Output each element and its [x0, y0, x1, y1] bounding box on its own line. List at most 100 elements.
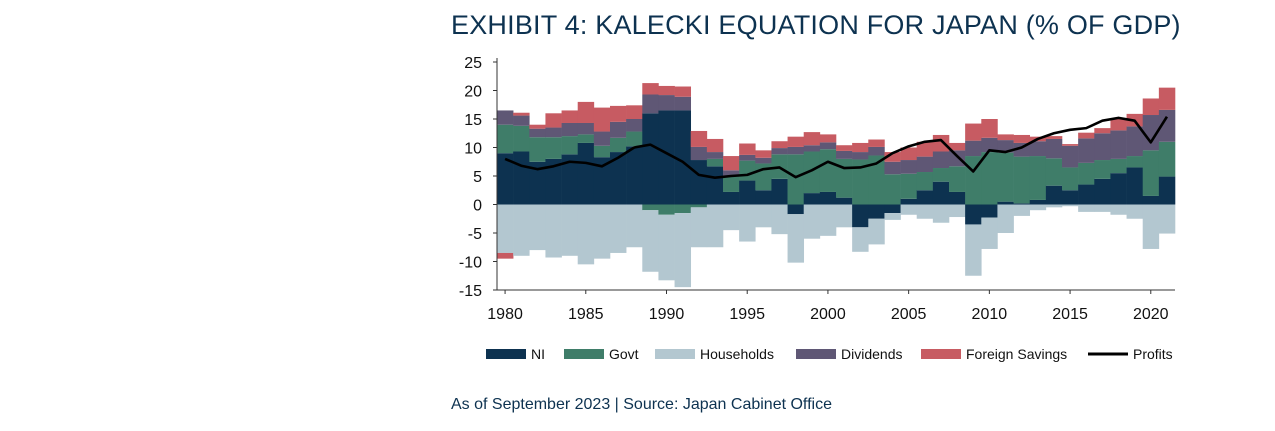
bar-dividends-2002	[852, 152, 869, 160]
bar-ni-2008	[949, 191, 966, 205]
x-tick-label: 1995	[729, 306, 765, 323]
bar-ni-2014	[1045, 185, 1063, 205]
bar-foreign-savings-1990	[658, 85, 675, 96]
bar-foreign-savings-2012	[1013, 134, 1031, 143]
bar-households-1999	[803, 204, 821, 239]
bar-govt-2014	[1045, 158, 1063, 186]
bar-foreign-savings-1984	[561, 110, 579, 123]
bar-foreign-savings-2021	[1158, 87, 1176, 110]
bar-dividends-1981	[513, 115, 530, 126]
bar-dividends-1985	[577, 122, 595, 135]
bar-households-2020	[1142, 204, 1160, 249]
bar-govt-2007	[932, 168, 950, 182]
bar-foreign-savings-2007	[932, 134, 950, 152]
bar-dividends-1984	[561, 122, 579, 137]
bar-ni-2003	[868, 204, 885, 219]
bar-govt-2010	[981, 152, 998, 205]
bar-foreign-savings-1998	[787, 136, 805, 147]
bar-foreign-savings-2000	[819, 134, 837, 143]
bar-foreign-savings-1994	[723, 156, 740, 171]
bar-dividends-1986	[593, 131, 611, 146]
bar-dividends-1990	[658, 95, 675, 111]
bar-govt-2011	[997, 152, 1014, 202]
bar-households-1984	[561, 204, 579, 256]
bar-ni-1990	[658, 110, 675, 205]
bar-foreign-savings-2004	[884, 152, 901, 162]
bar-households-2013	[1029, 204, 1047, 211]
bar-ni-1984	[561, 154, 579, 205]
bar-foreign-savings-2011	[997, 134, 1014, 141]
bar-foreign-savings-2001	[836, 145, 853, 151]
bar-ni-1981	[513, 151, 530, 205]
y-tick-label: 25	[464, 55, 482, 72]
bar-households-2015	[1062, 204, 1079, 207]
bar-dividends-1992	[690, 146, 708, 161]
bar-ni-1980	[497, 153, 514, 205]
bar-dividends-2021	[1158, 109, 1176, 142]
bar-households-2012	[1013, 204, 1031, 216]
bar-households-2019	[1126, 204, 1144, 219]
bar-foreign-savings-1982	[529, 124, 546, 129]
bar-ni-2000	[819, 191, 837, 205]
bar-dividends-2014	[1045, 138, 1063, 159]
bar-households-2014	[1045, 204, 1063, 208]
bar-foreign-savings-1987	[610, 105, 627, 122]
bar-households-1988	[626, 204, 643, 248]
bar-households-2002	[852, 227, 869, 252]
bar-dividends-1997	[771, 148, 788, 155]
bar-dividends-2016	[1078, 138, 1095, 163]
legend-label-govt: Govt	[609, 346, 639, 362]
bar-dividends-2001	[836, 150, 853, 159]
bar-foreign-savings-1999	[803, 132, 821, 146]
bar-dividends-1987	[610, 121, 627, 138]
bar-households-1996	[755, 204, 772, 228]
bar-dividends-2000	[819, 142, 837, 150]
legend-label-profits: Profits	[1133, 346, 1173, 362]
bar-foreign-savings-1980	[497, 252, 514, 259]
bar-govt-2006	[916, 172, 934, 191]
bar-govt-1983	[545, 137, 562, 159]
bar-ni-2005	[900, 198, 918, 205]
bar-foreign-savings-1991	[674, 86, 692, 97]
bar-households-2006	[916, 204, 934, 219]
bar-ni-2019	[1126, 167, 1144, 205]
bar-households-1994	[723, 204, 740, 231]
bar-ni-2001	[836, 197, 853, 205]
legend-label-ni: NI	[531, 346, 545, 362]
bar-ni-2010	[981, 204, 998, 218]
bar-foreign-savings-2005	[900, 147, 918, 161]
bar-govt-2019	[1126, 156, 1144, 168]
legend-swatch-ni	[486, 349, 526, 359]
bar-ni-1992	[690, 160, 708, 205]
bar-dividends-1988	[626, 119, 643, 132]
bar-dividends-1991	[674, 96, 692, 111]
bar-households-2021	[1158, 204, 1176, 234]
bar-households-2017	[1094, 204, 1111, 212]
bar-foreign-savings-2006	[916, 141, 934, 157]
bar-govt-2008	[949, 166, 966, 192]
bar-foreign-savings-1992	[690, 130, 708, 147]
bar-ni-1998	[787, 204, 805, 215]
y-tick-label: -15	[459, 283, 482, 300]
bar-govt-1998	[787, 154, 805, 205]
bar-households-1981	[513, 204, 530, 256]
bar-ni-2013	[1029, 199, 1047, 205]
bar-foreign-savings-2009	[965, 123, 982, 141]
bar-dividends-2013	[1029, 141, 1047, 157]
source-note: As of September 2023 | Source: Japan Cab…	[451, 396, 832, 413]
bar-households-1983	[545, 204, 562, 258]
y-tick-label: 15	[464, 112, 482, 129]
bar-foreign-savings-1997	[771, 141, 788, 149]
x-tick-label: 1990	[649, 306, 685, 323]
y-tick-label: -10	[459, 255, 482, 272]
bar-foreign-savings-1981	[513, 112, 530, 116]
bar-dividends-1993	[706, 152, 724, 159]
bar-govt-2015	[1062, 167, 1079, 191]
bar-ni-2007	[932, 181, 950, 205]
bar-ni-2017	[1094, 178, 1111, 205]
x-tick-label: 1985	[568, 306, 604, 323]
bar-govt-2002	[852, 159, 869, 205]
bar-households-2000	[819, 204, 837, 236]
y-tick-label: 0	[473, 198, 482, 215]
bar-govt-1999	[803, 151, 821, 194]
